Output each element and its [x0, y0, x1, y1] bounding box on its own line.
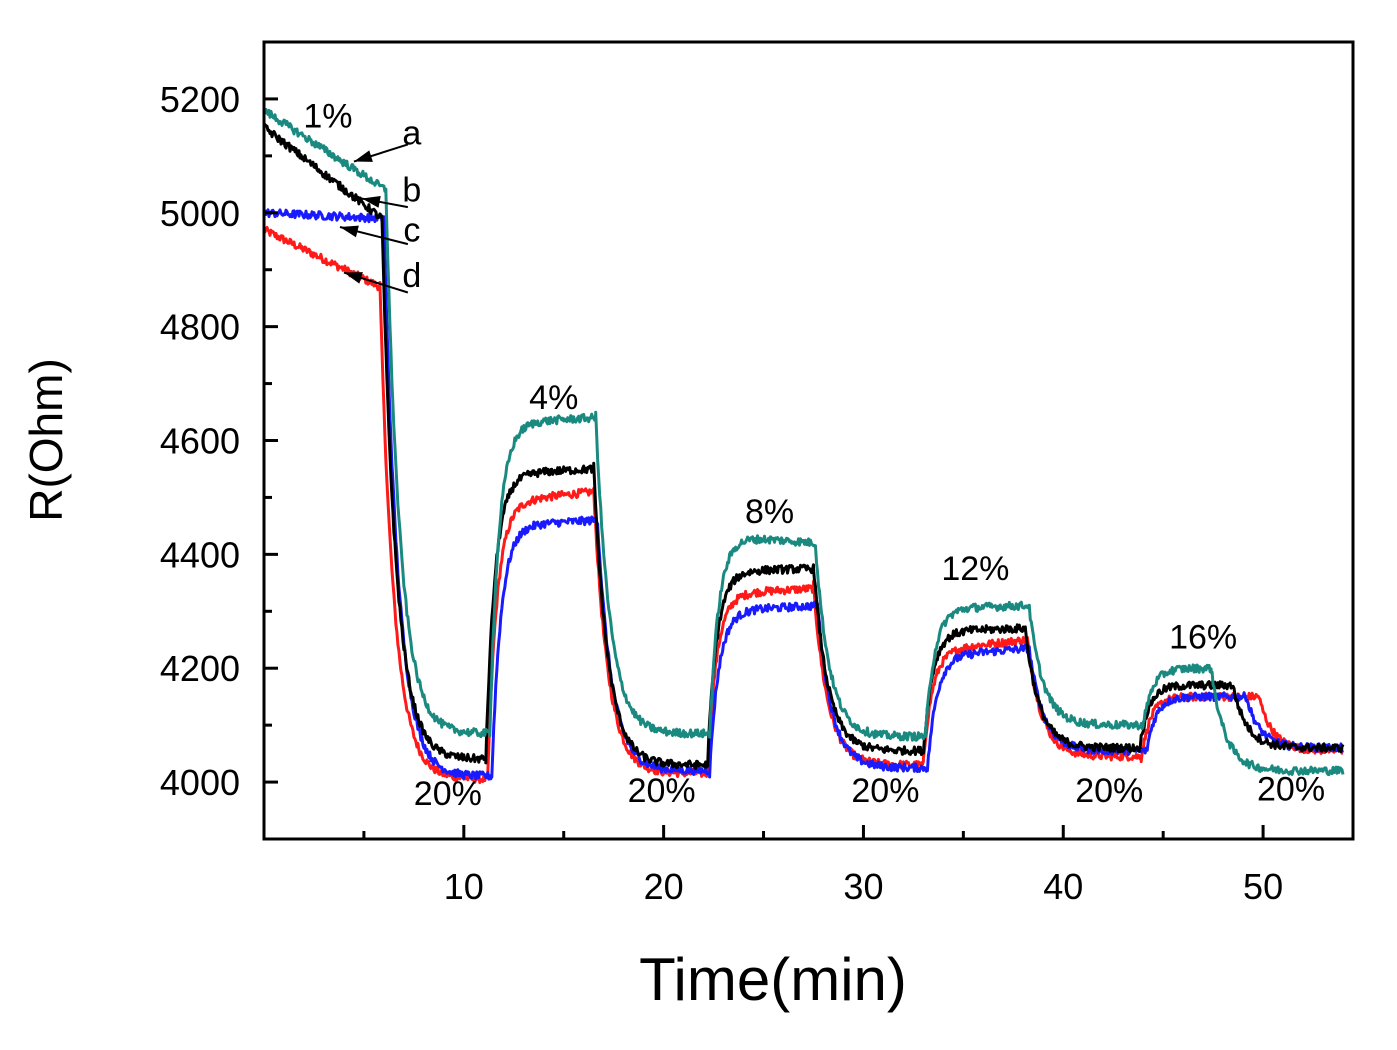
- annotation-label: 20%: [851, 772, 919, 810]
- series-layer: [262, 107, 1345, 785]
- x-tick-label: 10: [444, 866, 484, 907]
- annotation-label: 12%: [941, 550, 1009, 588]
- series-line-c: [262, 208, 1345, 781]
- tick-layer: 10 20 30 40 50 4000 4200 4400 4600 4800 5000 5200: [160, 40, 1283, 907]
- y-axis-title: R(Ohm): [20, 358, 72, 522]
- annotation-label: 1%: [303, 97, 352, 135]
- x-axis-title: Time(min): [639, 946, 907, 1013]
- annotation-label: 20%: [628, 772, 696, 810]
- series-line-b: [262, 123, 1345, 771]
- x-tick-label: 50: [1243, 866, 1283, 907]
- annotation-label: d: [402, 257, 421, 295]
- y-tick-label: 4400: [160, 534, 240, 575]
- x-tick-label: 20: [644, 866, 684, 907]
- annotation-arrow-head: [353, 150, 373, 162]
- y-tick-label: 4000: [160, 762, 240, 803]
- y-tick-label: 4800: [160, 307, 240, 348]
- y-tick-label: 5200: [160, 79, 240, 120]
- annotation-label: 8%: [745, 493, 794, 531]
- annotation-label: 4%: [529, 379, 578, 417]
- annotation-label: a: [402, 114, 421, 152]
- annotation-label: 20%: [1257, 770, 1325, 808]
- plot-frame: [262, 40, 1355, 841]
- annotation-label: c: [403, 211, 420, 249]
- annotation-label: b: [402, 171, 421, 209]
- y-tick-label: 5000: [160, 193, 240, 234]
- annotation-arrow-head: [343, 272, 363, 284]
- annotation-arrow-head: [339, 225, 359, 238]
- annotation-label: 16%: [1169, 618, 1237, 656]
- annotation-arrow-head: [361, 195, 381, 208]
- x-tick-label: 30: [843, 866, 883, 907]
- y-tick-label: 4600: [160, 421, 240, 462]
- series-line-a: [263, 107, 1345, 777]
- y-tick-label: 4200: [160, 648, 240, 689]
- annotation-label: 20%: [414, 775, 482, 813]
- x-tick-label: 40: [1043, 866, 1083, 907]
- annotation-label: 20%: [1075, 772, 1143, 810]
